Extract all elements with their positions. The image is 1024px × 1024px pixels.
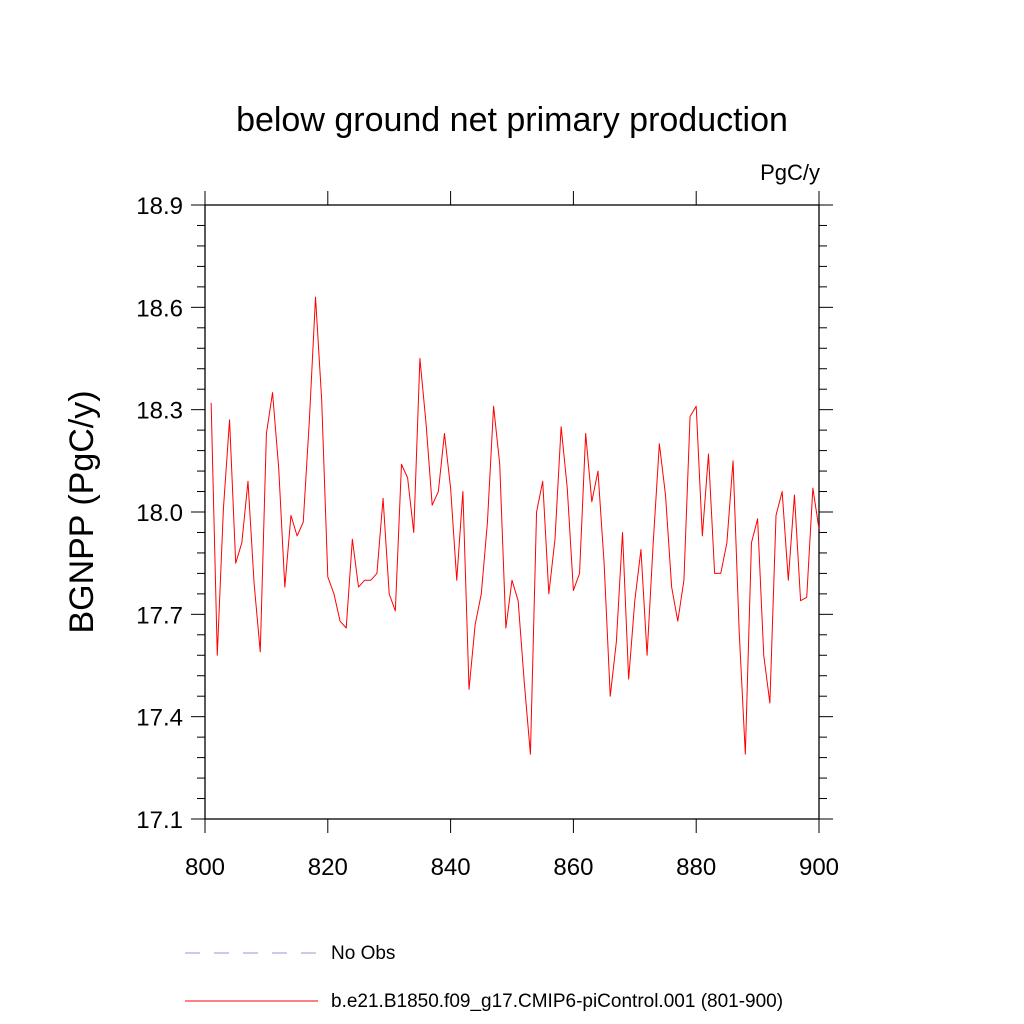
series-line-1	[210, 296, 820, 755]
x-axis-ticks: 800 820 840 860 880 900	[185, 191, 839, 881]
y-axis-label: BGNPP (PgC/y)	[63, 390, 101, 633]
y-tick-label: 18.0	[136, 500, 183, 527]
units-label: PgC/y	[760, 160, 820, 185]
series-layer	[210, 296, 820, 755]
y-tick-label: 18.3	[136, 398, 183, 425]
y-axis-ticks: 17.1 17.4 17.7 18.0 18.3 18.6 18.9	[136, 193, 833, 834]
x-tick-label: 880	[676, 854, 716, 881]
legend-label-picontrol: b.e21.B1850.f09_g17.CMIP6-piControl.001 …	[331, 991, 783, 1012]
y-tick-label: 18.9	[136, 193, 183, 220]
y-tick-label: 17.1	[136, 807, 183, 834]
x-tick-label: 840	[431, 854, 471, 881]
x-tick-label: 800	[185, 854, 225, 881]
chart-title: below ground net primary production	[236, 101, 788, 139]
y-tick-label: 17.4	[136, 705, 183, 732]
x-tick-label: 860	[553, 854, 593, 881]
x-tick-label: 820	[308, 854, 348, 881]
legend-label-no-obs: No Obs	[331, 943, 395, 964]
plot-frame	[204, 204, 820, 820]
y-tick-label: 17.7	[136, 602, 183, 629]
legend: No Obs b.e21.B1850.f09_g17.CMIP6-piContr…	[185, 943, 783, 1012]
y-tick-label: 18.6	[136, 295, 183, 322]
x-tick-label: 900	[799, 854, 839, 881]
